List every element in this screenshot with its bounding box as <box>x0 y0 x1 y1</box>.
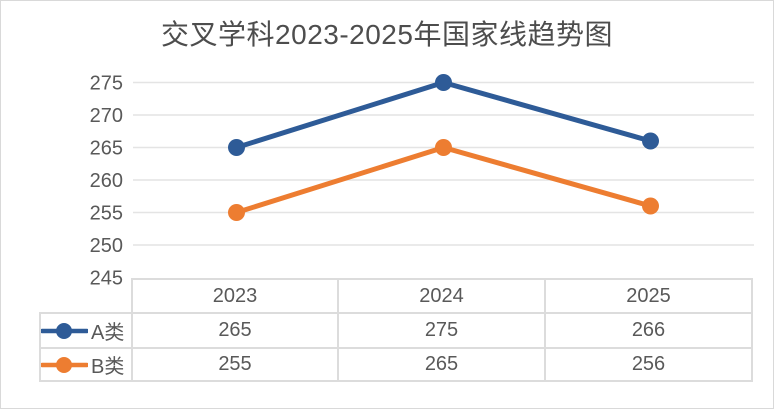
series-a-label: A类 <box>91 322 125 344</box>
table-cell-a-2023: 265 <box>133 314 339 349</box>
data-point-marker <box>228 139 245 156</box>
table-header-2023: 2023 <box>133 278 339 314</box>
table-corner-cell <box>39 278 133 314</box>
y-axis-tick-label: 265 <box>90 138 123 160</box>
series-b-label: B类 <box>91 356 125 378</box>
y-axis-tick-label: 270 <box>90 105 123 127</box>
series-b-line-marker-icon <box>41 356 88 373</box>
table-cell-a-2024: 275 <box>339 314 546 349</box>
y-axis-tick-label: 250 <box>90 235 123 257</box>
y-axis-tick-label: 260 <box>90 170 123 192</box>
table-cell-b-2023: 255 <box>133 349 339 382</box>
chart-title: 交叉学科2023-2025年国家线趋势图 <box>161 19 613 50</box>
data-point-marker <box>228 204 245 221</box>
series-a-line-marker-icon <box>41 322 88 339</box>
data-point-marker <box>435 139 452 156</box>
table-header-2024: 2024 <box>339 278 546 314</box>
table-cell-a-2025: 266 <box>546 314 753 349</box>
y-axis-tick-label: 245 <box>90 268 123 290</box>
data-point-marker <box>642 132 659 150</box>
data-table: 2023 2024 2025 A类 265 275 266 B类 255 265… <box>39 278 753 382</box>
table-header-2025: 2025 <box>546 278 753 314</box>
legend-cell-series-b: B类 <box>39 349 133 382</box>
data-point-marker <box>642 197 659 215</box>
legend-cell-series-a: A类 <box>39 314 133 349</box>
data-point-marker <box>435 74 452 91</box>
table-cell-b-2025: 256 <box>546 349 753 382</box>
y-axis-tick-label: 275 <box>90 73 123 95</box>
table-cell-b-2024: 265 <box>339 349 546 382</box>
y-axis-tick-label: 255 <box>90 203 123 225</box>
